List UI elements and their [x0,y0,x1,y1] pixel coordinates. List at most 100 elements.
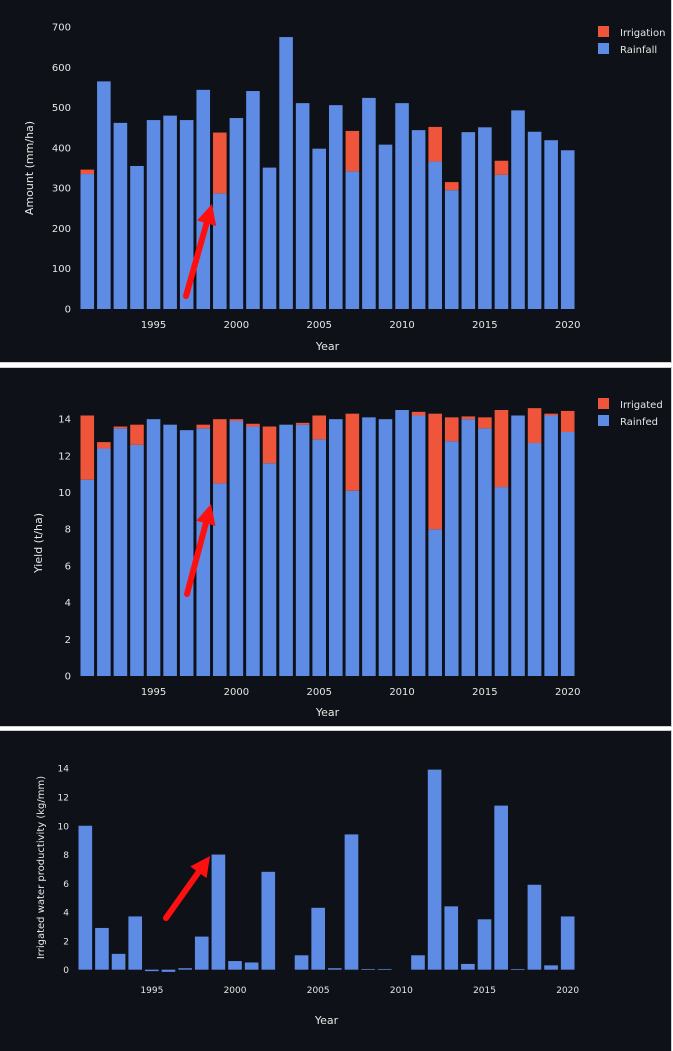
bar [196,89,211,310]
bar [295,422,310,425]
y-tick-label: 6 [63,880,69,890]
x-tick-label: 2010 [390,986,413,996]
bar [97,448,111,676]
bar [527,131,542,309]
x-tick-label: 2020 [555,320,580,331]
bar [544,413,558,416]
y-tick-label: 12 [58,451,71,462]
x-tick-label: 2015 [473,986,496,996]
x-axis-label: Year [315,706,340,719]
y-tick-label: 300 [52,184,71,195]
bar [196,428,211,676]
legend-label: Rainfed [620,417,658,428]
x-tick-label: 1995 [141,320,166,331]
bar [161,969,176,972]
y-tick-label: 10 [58,488,71,499]
bar [130,165,144,309]
annotation-arrow-shaft [184,520,209,597]
y-tick-label: 100 [52,264,71,275]
bar [428,126,442,162]
annotation-arrow-head [196,504,216,526]
bar [196,424,211,429]
bar [345,413,360,491]
bar [444,182,459,191]
bar [80,174,95,309]
bar [510,968,525,970]
y-tick-label: 6 [65,561,71,572]
bar [544,965,558,970]
y-tick-label: 700 [52,23,71,34]
bar [411,411,426,416]
bar [244,962,259,970]
y-tick-label: 4 [63,909,69,919]
bar [461,419,476,676]
bar [378,419,393,676]
bar [213,193,227,309]
bar [145,969,159,972]
x-tick-label: 2015 [472,687,497,698]
y-tick-label: 14 [58,415,71,426]
legend-swatch [598,26,609,37]
y-tick-label: 2 [65,635,71,646]
rainfall-irrigation-chart-panel: 0 100 200 300 400 500 600 700 1995 2000 2005 2010 20… [0,0,672,363]
annotation-arrow-shaft [183,220,210,299]
yield-chart: 0 2 4 6 8 10 12 14 1995 2000 2005 2010 2015 2020 Year Y… [32,398,663,719]
legend-label: Irrigation [620,28,665,39]
bar [478,417,492,429]
bar [146,419,161,676]
bar [163,424,177,676]
bar [228,961,242,970]
x-tick-label: 2020 [556,986,579,996]
bar [262,463,277,676]
bar [428,413,442,530]
x-tick-label: 2000 [224,320,249,331]
rainfall-irrigation-chart: 0 100 200 300 400 500 600 700 1995 2000 2005 2010 20… [23,23,665,354]
bar [279,424,293,676]
water-productivity-chart-panel: 0 2 4 6 8 10 12 14 1995 2000 2005 2010 2015 2020 Year I… [0,730,672,1051]
bar [327,968,342,970]
bar [560,916,575,970]
y-tick-label: 0 [65,672,71,683]
y-tick-label: 2 [63,937,69,947]
bar [312,439,327,676]
y-tick-label: 500 [52,103,71,114]
bar [312,148,327,309]
y-tick-label: 400 [52,143,71,154]
bar [95,927,109,970]
legend-swatch [598,43,609,54]
bar [411,130,426,309]
bar [163,115,177,309]
x-tick-label: 2005 [306,320,331,331]
bar [544,140,558,309]
x-tick-label: 2000 [224,986,247,996]
bar [428,529,442,676]
bar [97,442,111,449]
legend-label: Irrigated [620,400,663,411]
bar [560,150,575,309]
bar [461,416,476,420]
legend-swatch [598,415,609,426]
bar [494,487,509,676]
bar [527,884,542,970]
y-tick-label: 8 [63,851,69,861]
bar [527,408,542,444]
x-tick-label: 2010 [389,687,414,698]
bar [444,906,459,970]
bar [395,410,409,676]
bar [194,936,209,970]
y-axis-label: Yield (t/ha) [32,513,45,574]
x-tick-label: 2010 [389,320,414,331]
bar [311,907,326,970]
bar [179,120,194,309]
x-tick-label: 2005 [306,687,331,698]
y-tick-label: 0 [63,966,69,976]
y-tick-label: 200 [52,224,71,235]
y-axis-label: Irrigated water productivity (kg/mm) [36,776,47,959]
bar [478,127,492,309]
legend-label: Rainfall [620,45,657,56]
bar [113,426,128,429]
annotation-arrow-shaft [163,869,202,921]
y-tick-label: 600 [52,63,71,74]
bar [179,430,194,676]
x-tick-label: 2000 [224,687,249,698]
